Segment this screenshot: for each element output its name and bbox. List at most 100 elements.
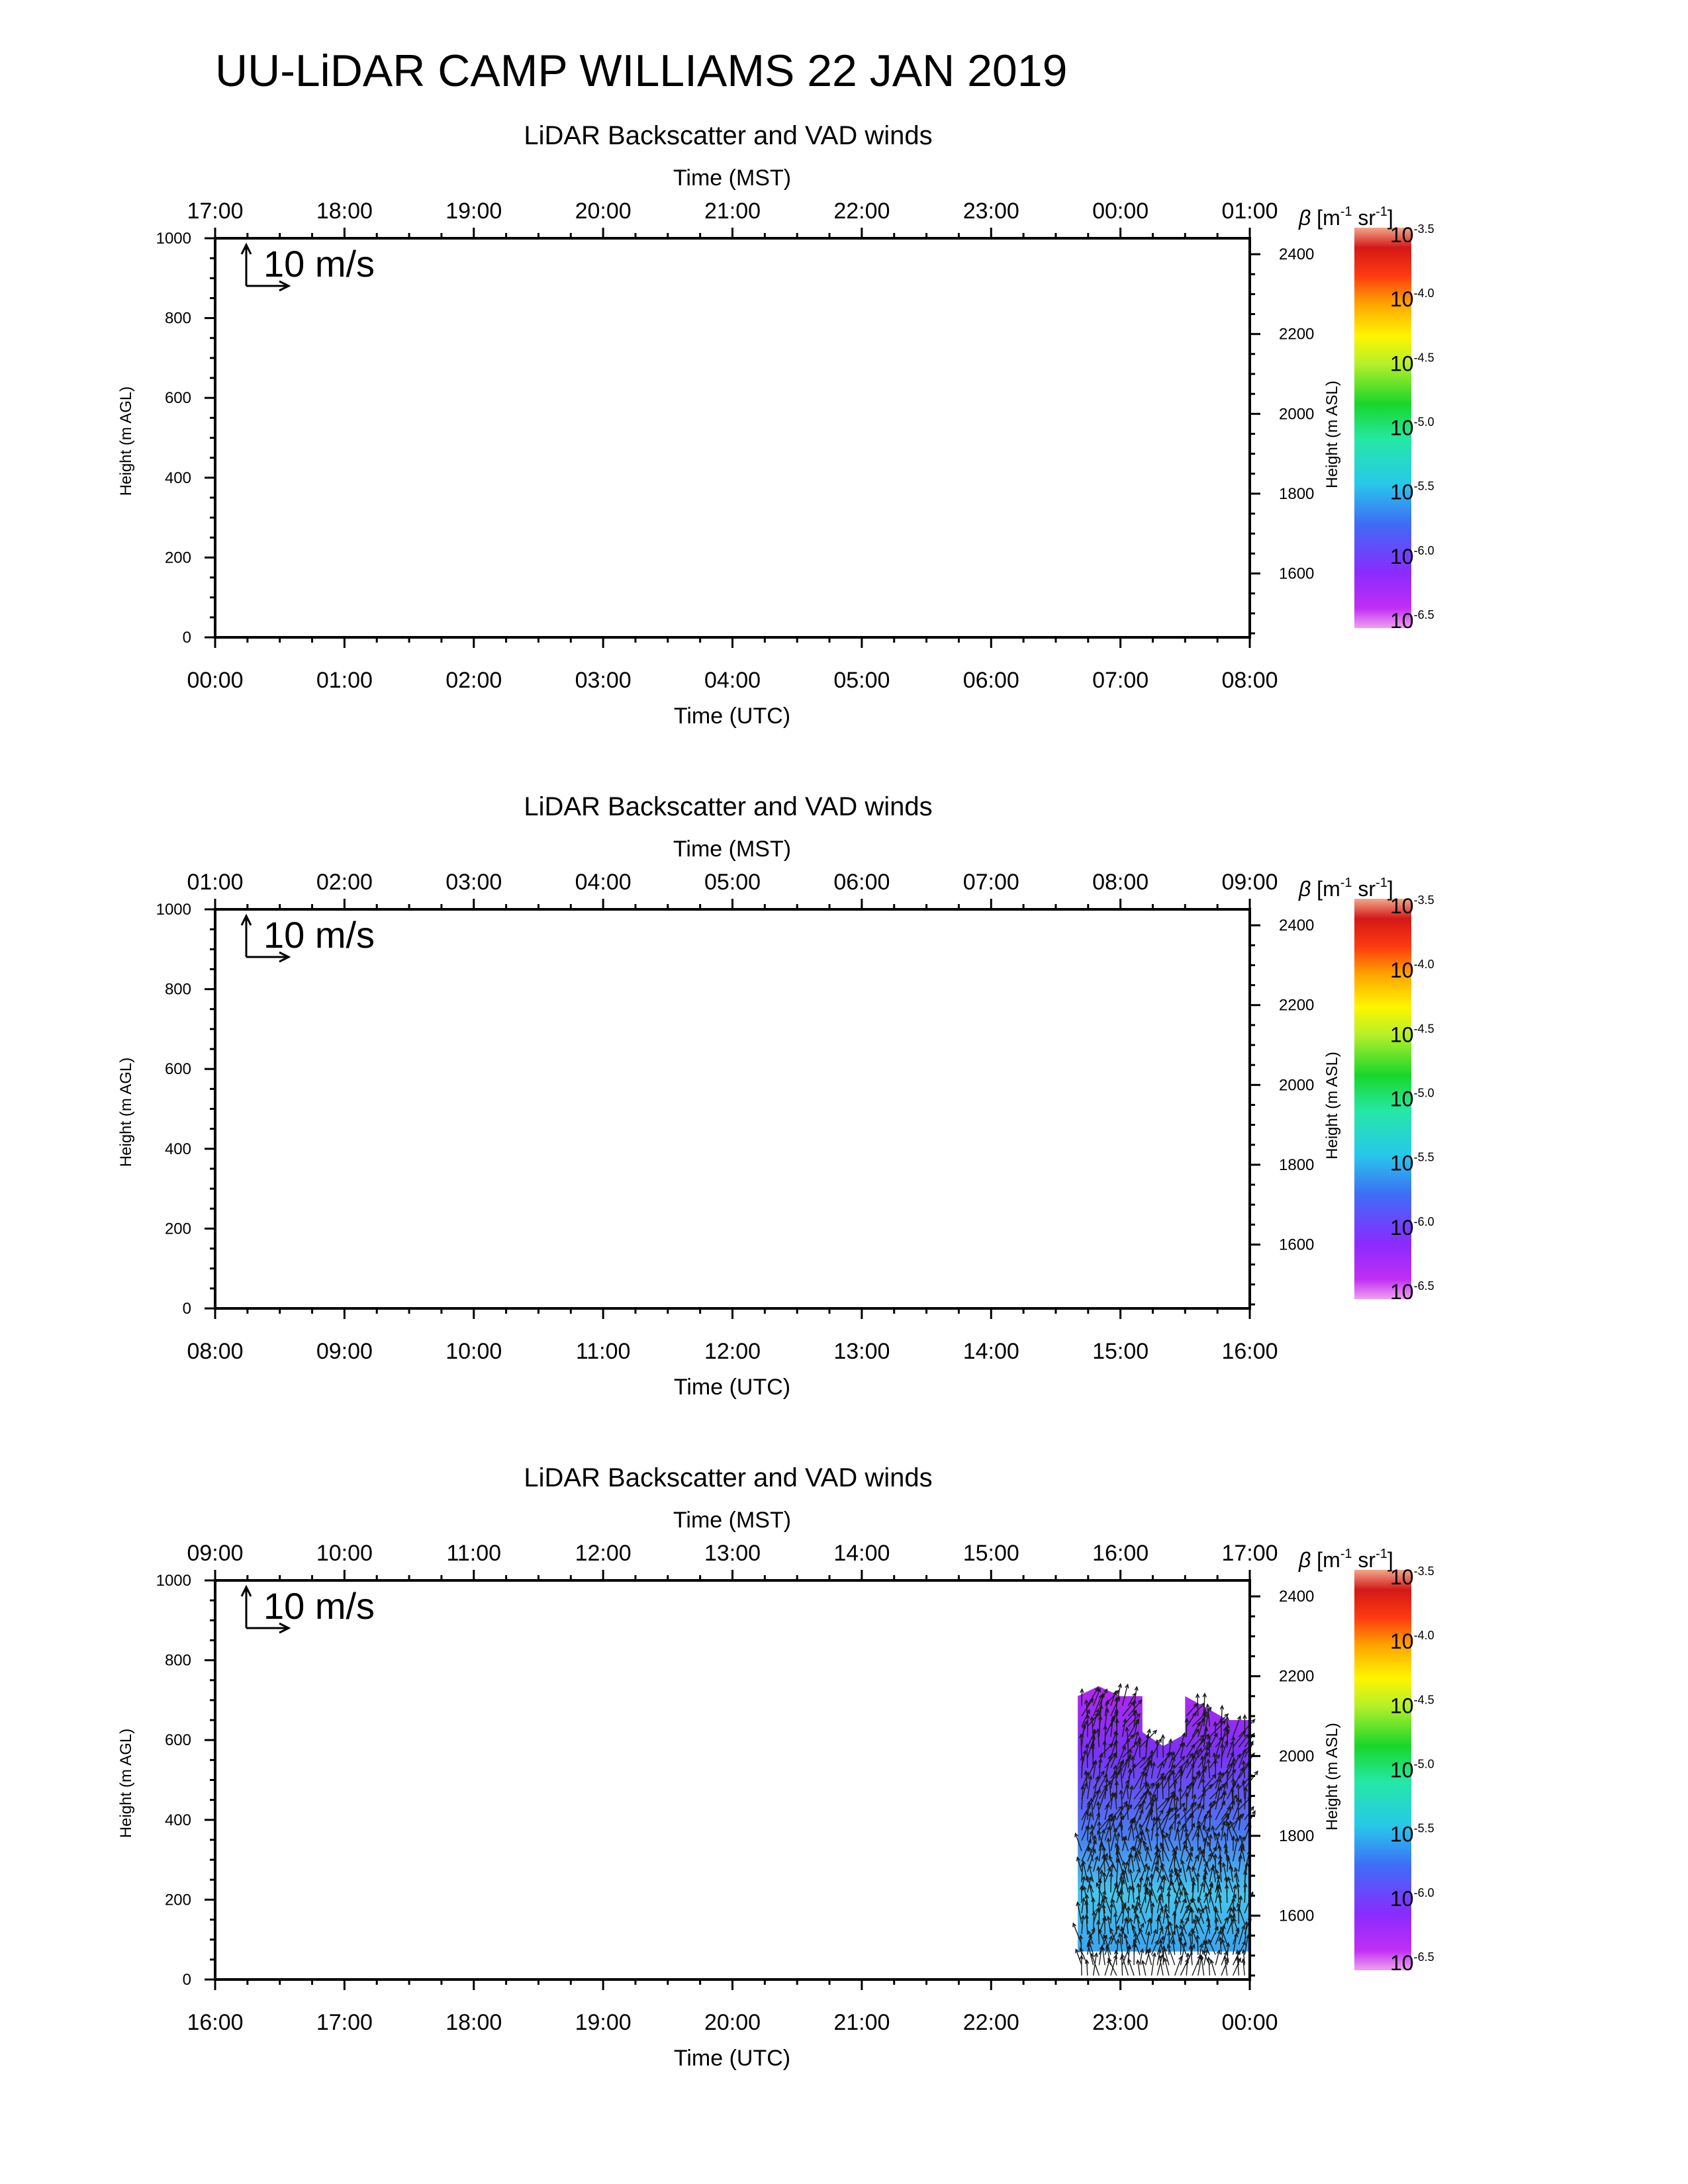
wind-arrow [1121, 1804, 1133, 1821]
x-tick-label-top: 06:00 [833, 870, 890, 895]
colorbar-tick-label: 10-4.0 [1390, 1629, 1434, 1653]
wind-arrow [1126, 1727, 1129, 1748]
wind-arrow-head [1231, 1777, 1236, 1783]
wind-arrow [1158, 1848, 1164, 1872]
wind-arrow [1129, 1918, 1135, 1934]
wind-arrow-head [1127, 1944, 1132, 1949]
wind-arrow [1087, 1943, 1094, 1966]
wind-arrow-head [1179, 1742, 1184, 1747]
x-tick-label-top: 14:00 [833, 1541, 890, 1566]
wind-arrow [1156, 1926, 1163, 1945]
wind-arrow-head [1113, 1770, 1118, 1776]
wind-arrow [1221, 1706, 1223, 1727]
wind-arrow [1215, 1801, 1225, 1821]
y-tick-label-right: 1600 [1279, 1236, 1314, 1254]
wind-arrow-head [1209, 1959, 1214, 1964]
y-tick-label-right: 2200 [1279, 1668, 1314, 1686]
wind-arrow [1133, 1686, 1138, 1706]
wind-arrow-head [1115, 1925, 1120, 1931]
wind-arrow-head [1113, 1764, 1117, 1770]
x-tick-label-top: 11:00 [446, 1541, 501, 1566]
x-tick-label-bottom: 22:00 [963, 2010, 1019, 2035]
wind-arrow-head [1166, 1886, 1172, 1891]
wind-arrow [1224, 1956, 1228, 1976]
wind-arrow-head [1205, 1745, 1209, 1751]
wind-arrow [1092, 1789, 1101, 1810]
x-tick-label-bottom: 08:00 [187, 1339, 243, 1364]
wind-arrow-head [1143, 1766, 1147, 1771]
wind-arrow [1203, 1871, 1207, 1893]
wind-arrow [1142, 1960, 1147, 1976]
wind-arrow [1085, 1770, 1088, 1789]
wind-arrow-head [1182, 1807, 1188, 1812]
x-tick-label-bottom: 05:00 [833, 668, 890, 693]
wind-arrow [1131, 1886, 1135, 1903]
wind-arrow [1127, 1692, 1137, 1706]
wind-arrow-head [1215, 1908, 1219, 1914]
wind-arrow [1192, 1897, 1199, 1914]
wind-arrow [1087, 1801, 1090, 1820]
wind-arrow [1168, 1825, 1172, 1841]
wind-arrow [1203, 1727, 1207, 1748]
wind-arrow [1180, 1919, 1187, 1934]
wind-arrow-head [1092, 1911, 1096, 1916]
wind-arrow [1091, 1954, 1100, 1976]
wind-arrow [1145, 1883, 1147, 1903]
wind-arrow-head [1147, 1728, 1151, 1734]
wind-arrow [1237, 1950, 1240, 1966]
wind-arrow-head [1145, 1782, 1150, 1788]
ylabel-left: Height (m AGL) [117, 1058, 135, 1167]
wind-arrow-head [1175, 1813, 1180, 1819]
wind-arrow [1200, 1850, 1211, 1872]
wind-arrow-head [1186, 1952, 1190, 1958]
wind-arrow [1161, 1776, 1164, 1799]
wind-arrow [1190, 1945, 1193, 1966]
wind-arrow [1116, 1939, 1119, 1955]
wind-arrow-head [1196, 1721, 1201, 1727]
wind-arrow [1098, 1689, 1107, 1706]
wind-arrow [1120, 1790, 1123, 1810]
wind-arrow [1197, 1784, 1213, 1799]
wind-arrow [1203, 1876, 1211, 1893]
wind-arrow-head [1160, 1935, 1164, 1941]
wind-arrow [1133, 1839, 1142, 1862]
wind-arrow [1174, 1850, 1182, 1872]
wind-arrow-head [1166, 1943, 1172, 1949]
wind-arrow-head [1239, 1766, 1244, 1772]
wind-arrow [1156, 1907, 1163, 1924]
wind-arrow-head [1155, 1866, 1160, 1872]
wind-arrow [1186, 1729, 1199, 1748]
wind-arrow [1133, 1792, 1147, 1810]
wind-arrow-head [1111, 1816, 1115, 1822]
colorbar-tick-label: 10-6.0 [1390, 544, 1434, 569]
wind-arrow [1230, 1914, 1234, 1934]
wind-arrow-head [1225, 1768, 1230, 1774]
panel-2: LiDAR Backscatter and VAD winds Time (MST… [117, 792, 1434, 1400]
panel-title: LiDAR Backscatter and VAD winds [524, 1463, 932, 1492]
wind-arrow-head [1128, 1868, 1133, 1874]
wind-arrow-head [1076, 1901, 1080, 1907]
wind-arrow [1150, 1762, 1155, 1779]
wind-arrow [1232, 1768, 1244, 1790]
wind-arrow-head [1184, 1844, 1188, 1850]
y-tick-label-right: 1800 [1279, 1827, 1314, 1845]
wind-arrow [1174, 1882, 1182, 1903]
xlabel-top: Time (MST) [673, 837, 791, 862]
wind-arrow [1089, 1884, 1094, 1903]
wind-arrow-head [1115, 1843, 1119, 1848]
y-tick-label-left: 200 [165, 1891, 191, 1909]
wind-arrow [1168, 1931, 1176, 1945]
wind-arrow-head [1137, 1901, 1142, 1907]
wind-arrow [1215, 1833, 1220, 1851]
wind-arrow-head [1127, 1958, 1132, 1963]
wind-arrow-head [1182, 1898, 1186, 1903]
wind-arrow [1098, 1693, 1104, 1717]
x-tick-label-bottom: 04:00 [704, 668, 761, 693]
wind-arrow [1126, 1803, 1129, 1820]
wind-arrow-head [1240, 1843, 1245, 1848]
wind-arrow-head [1088, 1864, 1092, 1870]
x-tick-label-top: 03:00 [445, 870, 502, 895]
y-tick-label-right: 2400 [1279, 246, 1314, 263]
wind-arrow [1205, 1905, 1211, 1924]
wind-arrow-head [1133, 1938, 1137, 1944]
